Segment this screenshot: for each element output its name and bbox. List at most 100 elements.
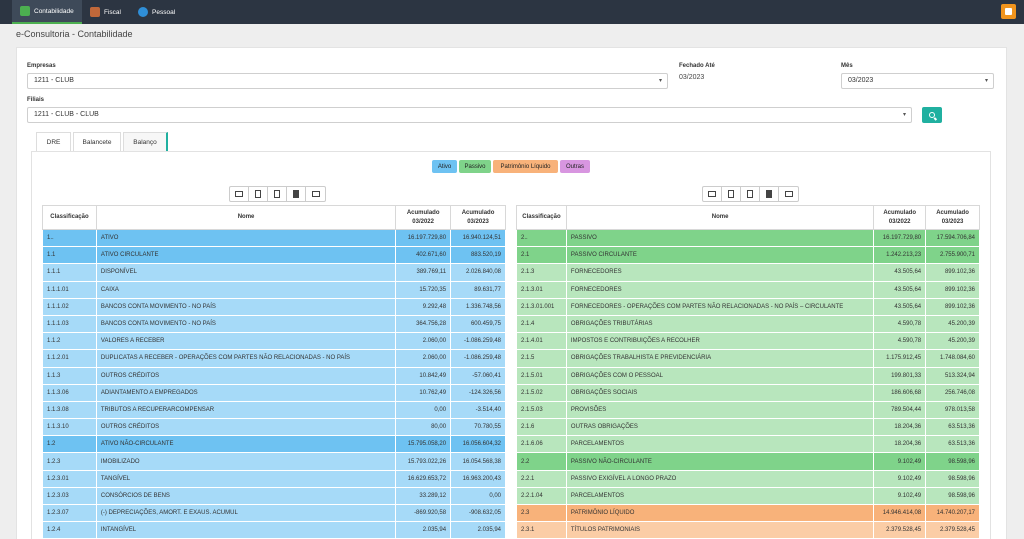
- ativo-row[interactable]: 1.1.3.10 OUTROS CRÉDITOS 80,00 70.780,55: [42, 418, 506, 437]
- cell-nome: OBRIGAÇÕES COM O PESSOAL: [565, 366, 875, 385]
- passivo-row[interactable]: 2.2.1 PASSIVO EXIGÍVEL A LONGO PRAZO 9.102…: [516, 469, 980, 488]
- cell-classificacao: 1.2: [42, 435, 97, 454]
- passivo-row[interactable]: 2.1.4.01 IMPOSTOS E CONTRIBUIÇÕES A RECOL…: [516, 332, 980, 351]
- tab-balanco[interactable]: Balanço: [123, 132, 168, 151]
- print-icon[interactable]: [306, 187, 325, 201]
- passivo-row[interactable]: 2.1.4 OBRIGAÇÕES TRIBUTÁRIAS 4.590,78 45.20…: [516, 314, 980, 334]
- copy-icon[interactable]: [722, 187, 741, 201]
- cell-acum-2022: 15.793.022,26: [395, 452, 452, 471]
- col-acum-2023[interactable]: Acumulado 03/2023: [450, 205, 506, 230]
- cell-classificacao: 2.1.3.01.001: [516, 297, 567, 316]
- passivo-row[interactable]: 2.1.5 OBRIGAÇÕES TRABALHISTA E PREVIDENCI…: [516, 349, 980, 368]
- legend-passivo[interactable]: Passivo: [459, 160, 491, 173]
- ativo-row[interactable]: 1.1 ATIVO CIRCULANTE 402.671,60 883.520,19: [42, 246, 506, 265]
- filiais-label: Filiais: [27, 97, 45, 103]
- chevron-down-icon: ▾: [984, 78, 988, 84]
- passivo-row[interactable]: 2.3 PATRIMÔNIO LÍQUIDO 14.946.414,08 14.740…: [516, 503, 980, 523]
- table-icon[interactable]: [230, 187, 249, 201]
- csv-icon[interactable]: [268, 187, 287, 201]
- cell-acum-2023: -3.514,40: [450, 400, 506, 420]
- col-nome[interactable]: Nome: [565, 205, 875, 230]
- passivo-row[interactable]: 2.1.5.02 OBRIGAÇÕES SOCIAIS 186.606,68 256.…: [516, 383, 980, 402]
- passivo-row[interactable]: 2.2.1.04 PARCELAMENTOS 9.102,49 98.598,96: [516, 486, 980, 506]
- nav-contabilidade[interactable]: Contabilidade: [12, 0, 82, 24]
- cell-classificacao: 1.1.3: [42, 366, 97, 385]
- ativo-row[interactable]: 1.2 ATIVO NÃO-CIRCULANTE 15.795.058,20 16.0…: [42, 435, 506, 454]
- col-classificacao[interactable]: Classificação: [42, 205, 97, 230]
- pdf-icon[interactable]: [760, 187, 779, 201]
- csv-icon[interactable]: [741, 187, 760, 201]
- cell-acum-2023: 2.755.900,71: [925, 246, 980, 265]
- pdf-icon[interactable]: [287, 187, 306, 201]
- ativo-row[interactable]: 1.1.2.01 DUPLICATAS A RECEBER - OPERAÇÕES…: [42, 349, 506, 368]
- ativo-row[interactable]: 1.1.2 VALORES A RECEBER 2.060,00 -1.086.259…: [42, 332, 506, 351]
- print-icon[interactable]: [779, 187, 798, 201]
- cell-acum-2023: 1.336.748,56: [450, 297, 506, 316]
- cell-nome: TÍTULOS PATRIMONIAIS: [565, 521, 875, 539]
- col-classificacao[interactable]: Classificação: [516, 205, 567, 230]
- mes-label: Mês: [841, 63, 853, 69]
- empresas-select[interactable]: 1211 - CLUB ▾: [27, 73, 668, 89]
- copy-icon[interactable]: [249, 187, 268, 201]
- ativo-row[interactable]: 1.. ATIVO 16.197.729,80 16.940.124,51: [42, 228, 506, 248]
- col-nome[interactable]: Nome: [95, 205, 397, 230]
- passivo-row[interactable]: 2.3.1 TÍTULOS PATRIMONIAIS 2.379.528,45 2.3…: [516, 521, 980, 539]
- ativo-row[interactable]: 1.2.3.03 CONSÓRCIOS DE BENS 33.289,12 0,00: [42, 486, 506, 506]
- ativo-row[interactable]: 1.2.4 INTANGÍVEL 2.035,94 2.035,94: [42, 521, 506, 539]
- passivo-row[interactable]: 2.1.3.01 FORNECEDORES 43.505,64 899.102,36: [516, 280, 980, 299]
- ativo-row[interactable]: 1.1.1 DISPONÍVEL 389.769,11 2.026.840,08: [42, 263, 506, 282]
- passivo-row[interactable]: 2.2 PASSIVO NÃO-CIRCULANTE 9.102,49 98.598,…: [516, 452, 980, 471]
- cell-nome: ATIVO NÃO-CIRCULANTE: [95, 435, 397, 454]
- ativo-row[interactable]: 1.2.3.01 TANGÍVEL 16.629.653,72 16.963.200,…: [42, 469, 506, 488]
- ativo-row[interactable]: 1.1.1.03 BANCOS CONTA MOVIMENTO - NO PAÍS…: [42, 314, 506, 334]
- legend-ativo[interactable]: Ativo: [432, 160, 457, 173]
- ativo-row[interactable]: 1.1.3.06 ADIANTAMENTO A EMPREGADOS 10.762,…: [42, 383, 506, 402]
- ativo-row[interactable]: 1.2.3 IMOBILIZADO 15.793.022,26 16.054.568,…: [42, 452, 506, 471]
- fechado-label: Fechado Até: [679, 63, 715, 69]
- cell-acum-2022: 186.606,68: [873, 383, 927, 402]
- ativo-row[interactable]: 1.2.3.07 (-) DEPRECIAÇÕES, AMORT. E EXAUS…: [42, 503, 506, 523]
- passivo-row[interactable]: 2.1.5.01 OBRIGAÇÕES COM O PESSOAL 199.801,…: [516, 366, 980, 385]
- cell-acum-2023: 63.513,36: [925, 435, 980, 454]
- cell-acum-2023: 2.035,94: [450, 521, 506, 539]
- passivo-row[interactable]: 2.1.6 OUTRAS OBRIGAÇÕES 18.204,36 63.513,36: [516, 418, 980, 437]
- nav-pessoal[interactable]: Pessoal: [130, 0, 183, 24]
- legend-patrimonio[interactable]: Patrimônio Líquido: [493, 160, 558, 173]
- passivo-row[interactable]: 2.1.3.01.001 FORNECEDORES - OPERAÇÕES COM…: [516, 297, 980, 316]
- cell-acum-2023: 70.780,55: [450, 418, 506, 437]
- passivo-row[interactable]: 2.1.3 FORNECEDORES 43.505,64 899.102,36: [516, 263, 980, 282]
- ativo-row[interactable]: 1.1.3 OUTROS CRÉDITOS 10.842,49 -57.060,41: [42, 366, 506, 385]
- filiais-select[interactable]: 1211 - CLUB - CLUB ▾: [27, 107, 912, 123]
- ativo-row[interactable]: 1.1.3.08 TRIBUTOS A RECUPERARCOMPENSAR 0,0…: [42, 400, 506, 420]
- cell-nome: OBRIGAÇÕES TRABALHISTA E PREVIDENCIÁRIA: [565, 349, 875, 368]
- col-acum-2022[interactable]: Acumulado 03/2022: [395, 205, 452, 230]
- nav-fiscal[interactable]: Fiscal: [82, 0, 129, 24]
- cell-acum-2023: 17.594.706,84: [925, 228, 980, 248]
- chevron-down-icon: ▾: [658, 78, 662, 84]
- cell-nome: INTANGÍVEL: [95, 521, 397, 539]
- nav-fiscal-label: Fiscal: [104, 8, 121, 16]
- legend-outras[interactable]: Outras: [560, 160, 590, 173]
- cell-classificacao: 1.2.3.07: [42, 503, 97, 523]
- ativo-row[interactable]: 1.1.1.02 BANCOS CONTA MOVIMENTO - NO PAÍS…: [42, 297, 506, 316]
- cell-acum-2022: 16.197.729,80: [395, 228, 452, 248]
- cell-nome: OBRIGAÇÕES SOCIAIS: [565, 383, 875, 402]
- col-acum-2023[interactable]: Acumulado 03/2023: [925, 205, 980, 230]
- search-button[interactable]: [922, 107, 942, 123]
- cell-acum-2022: 789.504,44: [873, 400, 927, 420]
- passivo-row[interactable]: 2.1 PASSIVO CIRCULANTE 1.242.213,23 2.755.9…: [516, 246, 980, 265]
- cell-acum-2022: 1.242.213,23: [873, 246, 927, 265]
- table-icon[interactable]: [703, 187, 722, 201]
- cell-nome: PATRIMÔNIO LÍQUIDO: [565, 503, 875, 523]
- tab-balancete[interactable]: Balancete: [73, 132, 121, 151]
- notes-button[interactable]: [1001, 4, 1016, 19]
- ativo-row[interactable]: 1.1.1.01 CAIXA 15.720,35 89.631,77: [42, 280, 506, 299]
- passivo-row[interactable]: 2.1.6.06 PARCELAMENTOS 18.204,36 63.513,36: [516, 435, 980, 454]
- mes-select[interactable]: 03/2023 ▾: [841, 73, 994, 89]
- tab-dre[interactable]: DRE: [36, 132, 71, 151]
- col-acum-2022[interactable]: Acumulado 03/2022: [873, 205, 927, 230]
- empresas-label: Empresas: [27, 63, 56, 69]
- passivo-row[interactable]: 2.1.5.03 PROVISÕES 789.504,44 978.013,58: [516, 400, 980, 420]
- passivo-row[interactable]: 2.. PASSIVO 16.197.729,80 17.594.706,84: [516, 228, 980, 248]
- cell-acum-2022: 18.204,36: [873, 435, 927, 454]
